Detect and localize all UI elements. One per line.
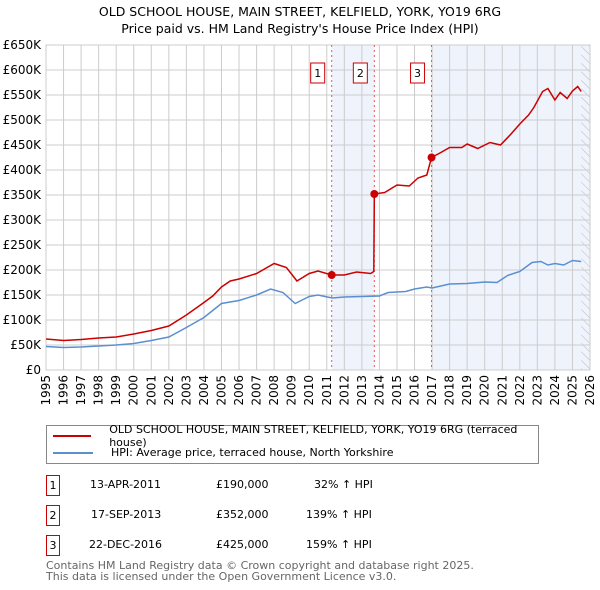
x-tick-label: 2015 — [390, 375, 404, 406]
x-tick-label: 2020 — [478, 375, 492, 406]
chart-title: OLD SCHOOL HOUSE, MAIN STREET, KELFIELD,… — [0, 3, 600, 37]
y-tick-label: £250K — [3, 238, 43, 252]
x-tick-label: 1999 — [109, 375, 123, 406]
sale-point — [370, 190, 379, 198]
y-tick-label: £550K — [3, 88, 43, 102]
licence: This data is licensed under the Open Gov… — [46, 570, 397, 583]
annotation-box — [352, 62, 368, 84]
y-tick-label: £200K — [3, 263, 43, 277]
sale-point — [327, 271, 336, 279]
x-tick-label: 1997 — [74, 375, 88, 406]
transaction-row: 1 13-APR-2011 £190,000 32% ↑ HPI — [46, 475, 446, 496]
x-tick-label: 2006 — [232, 375, 246, 406]
forecast-hatch — [581, 45, 590, 370]
legend-item-hpi: HPI: Average price, terraced house, Nort… — [53, 444, 393, 461]
annotation-box — [310, 62, 326, 84]
x-tick-label: 2010 — [302, 375, 316, 406]
footer: Contains HM Land Registry data © Crown c… — [46, 560, 474, 582]
hpi-change: 159% ↑ HPI — [306, 538, 372, 551]
x-tick-label: 2021 — [495, 375, 509, 406]
x-tick-label: 2025 — [565, 375, 579, 406]
x-tick-label: 2022 — [513, 375, 527, 406]
transaction-row: 3 22-DEC-2016 £425,000 159% ↑ HPI — [46, 535, 446, 556]
date: 13-APR-2011 — [90, 478, 162, 491]
copyright: Contains HM Land Registry data © Crown c… — [46, 559, 474, 572]
x-tick-label: 1995 — [39, 375, 53, 406]
price-chart: 1995 1996 1997 1998 1999 2000 2001 2002 2003 2004… — [3, 38, 597, 406]
y-tick-label: £0 — [26, 363, 41, 377]
x-tick-label: 2026 — [583, 375, 597, 406]
x-tick-label: 2017 — [425, 375, 439, 406]
legend-item-property: OLD SCHOOL HOUSE, MAIN STREET, KELFIELD,… — [53, 423, 538, 449]
x-tick-label: 2016 — [408, 375, 422, 406]
y-tick-label: £650K — [3, 38, 43, 52]
x-tick-label: 2018 — [443, 375, 457, 406]
x-tick-label: 2014 — [372, 375, 386, 406]
sale-point — [427, 153, 436, 162]
shaded-region — [331, 45, 375, 370]
x-tick-label: 2023 — [530, 375, 544, 406]
shaded-region — [431, 45, 590, 370]
subtitle: Price paid vs. HM Land Registry's House … — [121, 21, 479, 36]
y-tick-label: £600K — [3, 63, 43, 77]
x-tick-label: 2003 — [179, 375, 193, 406]
series-line-hpi — [45, 259, 582, 349]
legend-label: HPI: Average price, terraced house, Nort… — [111, 446, 394, 459]
legend-swatch — [53, 434, 92, 437]
x-tick-label: 2013 — [355, 375, 369, 406]
x-tick-label: 2005 — [214, 375, 228, 406]
marker-badge: 1 — [46, 475, 60, 496]
x-tick-label: 2002 — [162, 375, 176, 406]
y-tick-label: £350K — [3, 188, 43, 202]
x-tick-label: 2019 — [460, 375, 474, 406]
series-line-property — [45, 85, 582, 342]
x-tick-label: 2011 — [320, 375, 334, 406]
plot-frame — [45, 44, 591, 371]
annotation-label: 1 — [314, 67, 321, 80]
y-tick-label: £400K — [3, 163, 43, 177]
x-tick-label: 2012 — [337, 375, 351, 406]
legend-swatch — [53, 451, 93, 454]
x-tick-label: 2008 — [267, 375, 281, 406]
legend-label: OLD SCHOOL HOUSE, MAIN STREET, KELFIELD,… — [109, 422, 518, 449]
x-tick-label: 1996 — [57, 375, 71, 406]
y-tick-label: £300K — [3, 213, 43, 227]
legend: OLD SCHOOL HOUSE, MAIN STREET, KELFIELD,… — [46, 423, 539, 464]
marker-badge: 2 — [46, 505, 60, 526]
x-tick-label: 2004 — [197, 375, 211, 406]
x-tick-label: 2009 — [285, 375, 299, 406]
hpi-change: 32% ↑ HPI — [314, 478, 373, 491]
marker-badge: 3 — [46, 535, 60, 556]
x-tick-label: 2007 — [250, 375, 264, 406]
price: £190,000 — [216, 478, 269, 491]
x-tick-label: 2001 — [144, 375, 158, 406]
y-tick-label: £150K — [3, 288, 43, 302]
annotation-label: 3 — [414, 67, 421, 80]
price: £425,000 — [216, 538, 269, 551]
date: 22-DEC-2016 — [89, 538, 163, 551]
y-tick-label: £100K — [3, 313, 43, 327]
annotation-box — [410, 62, 426, 84]
y-tick-label: £500K — [3, 113, 43, 127]
hpi-change: 139% ↑ HPI — [306, 508, 372, 521]
x-tick-label: 2024 — [548, 375, 562, 406]
annotation-label: 2 — [357, 67, 364, 80]
y-tick-label: £450K — [3, 138, 43, 152]
x-tick-label: 1998 — [92, 375, 106, 406]
title: OLD SCHOOL HOUSE, MAIN STREET, KELFIELD,… — [98, 4, 502, 19]
x-tick-label: 2000 — [127, 375, 141, 406]
price: £352,000 — [216, 508, 269, 521]
transaction-row: 2 17-SEP-2013 £352,000 139% ↑ HPI — [46, 505, 446, 526]
y-tick-label: £50K — [10, 338, 42, 352]
date: 17-SEP-2013 — [91, 508, 162, 521]
